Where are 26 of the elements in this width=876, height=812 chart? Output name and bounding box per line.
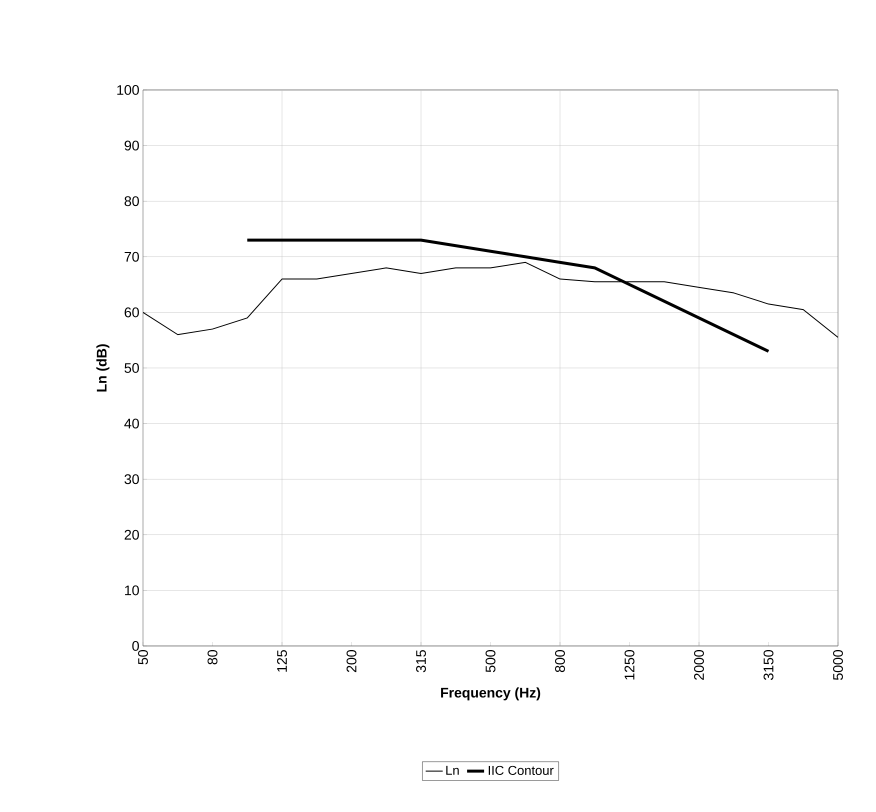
- y-tick-label: 30: [124, 474, 139, 484]
- legend-label: IIC Contour: [488, 766, 554, 775]
- y-tick-label: 0: [132, 641, 139, 651]
- y-tick-label: 40: [124, 418, 139, 429]
- legend-label: Ln: [446, 766, 459, 775]
- x-tick-label: 800: [555, 650, 565, 672]
- y-tick-label: 60: [124, 307, 139, 318]
- x-tick-label: 2000: [694, 650, 704, 680]
- y-tick-label: 90: [124, 140, 139, 151]
- y-axis-title: Ln (dB): [96, 344, 110, 392]
- y-tick-label: 80: [124, 196, 139, 206]
- y-tick-label: 10: [125, 585, 139, 596]
- x-tick-label: 200: [346, 650, 356, 672]
- x-tick-label: 1250: [624, 650, 634, 680]
- x-tick-label: 3150: [764, 650, 774, 680]
- y-tick-label: 70: [124, 252, 139, 262]
- x-tick-label: 500: [486, 650, 496, 672]
- x-tick-label: 80: [208, 650, 218, 664]
- x-tick-label: 125: [277, 650, 287, 672]
- x-tick-label: 50: [138, 650, 148, 664]
- x-tick-label: 5000: [833, 650, 843, 680]
- y-tick-label: 20: [124, 530, 139, 540]
- y-tick-label: 100: [117, 85, 139, 95]
- x-axis-title: Frequency (Hz): [441, 687, 540, 700]
- x-tick-label: 315: [416, 650, 426, 672]
- y-tick-label: 50: [124, 363, 139, 373]
